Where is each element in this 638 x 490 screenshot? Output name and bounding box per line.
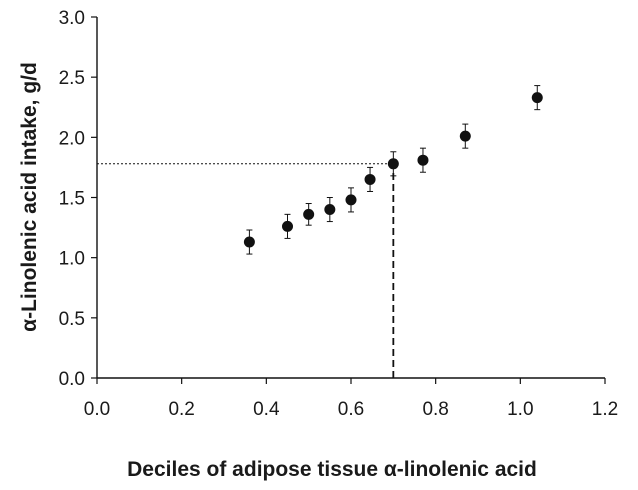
x-tick-label: 0.8 [422,399,448,420]
point-marker [324,204,336,216]
y-tick-label: 2.5 [59,68,85,89]
data-point [417,147,429,173]
x-ticks: 0.0 0.2 0.4 0.6 0.8 1.0 1.2 [84,378,618,420]
data-point [364,166,376,192]
y-tick-label: 2.0 [59,128,85,149]
data-point [345,187,357,213]
data-points [243,85,543,255]
point-marker [531,92,543,104]
y-tick-label: 3.0 [59,8,85,29]
data-point [531,85,543,111]
x-tick-label: 0.0 [84,399,110,420]
x-tick-label: 0.4 [253,399,280,420]
y-tick-label: 1.5 [59,189,85,210]
data-point [303,203,315,226]
x-tick-label: 1.2 [592,399,618,420]
reference-lines [97,163,395,378]
x-tick-label: 0.6 [338,399,364,420]
point-marker [303,208,315,220]
x-axis: 0.0 0.2 0.4 0.6 0.8 1.0 1.2 [84,377,618,420]
data-point [459,123,471,149]
y-tick-label: 1.0 [59,249,85,270]
x-tick-label: 0.2 [168,399,194,420]
y-axis-title: α-Linolenic acid intake, g/d [18,62,41,332]
y-ticks: 0.0 0.5 1.0 1.5 2.0 2.5 3.0 [59,8,97,390]
point-marker [417,154,429,166]
point-marker [459,130,471,142]
point-marker [364,173,376,185]
point-marker [345,194,357,206]
x-tick-label: 1.0 [507,399,533,420]
y-tick-label: 0.5 [59,309,85,330]
data-point [243,229,255,255]
x-axis-title: Deciles of adipose tissue α-linolenic ac… [127,458,537,481]
point-marker [282,220,293,232]
y-tick-label: 0.0 [59,369,85,390]
data-point [387,151,399,177]
data-point [282,213,293,239]
data-point [324,197,336,223]
y-axis: 0.0 0.5 1.0 1.5 2.0 2.5 3.0 [59,8,98,390]
point-marker [387,158,399,170]
point-marker [243,236,255,248]
